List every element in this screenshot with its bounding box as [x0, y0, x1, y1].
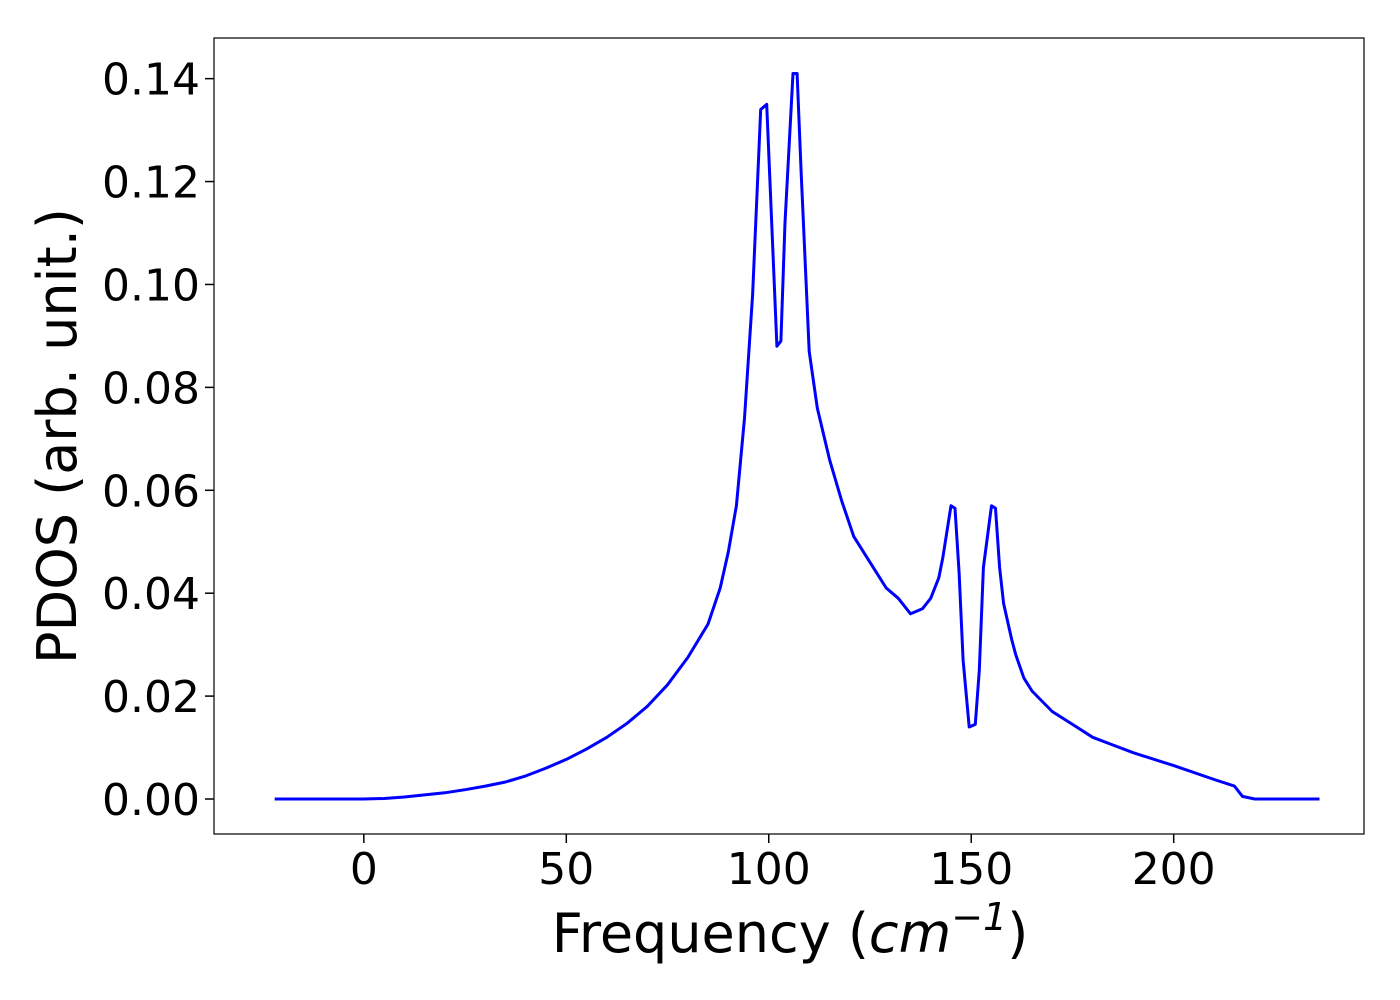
x-axis-title-unit-exponent: −1	[951, 895, 1007, 939]
x-axis-title-unit: cm	[869, 902, 951, 965]
series-line	[274, 72, 1320, 801]
y-tick-label: 0.12	[102, 158, 200, 209]
y-tick-label: 0.06	[102, 466, 200, 517]
y-tick-label: 0.00	[102, 775, 200, 826]
x-tick-label: 100	[727, 844, 811, 895]
x-tick-label: 0	[350, 844, 378, 895]
y-axis-title: PDOS (arb. unit.)	[26, 208, 89, 664]
plot-area	[213, 37, 1365, 835]
y-tick-label: 0.08	[102, 363, 200, 414]
y-axis: 0.00 0.02 0.04 0.06 0.08 0.10 0.12 0.14	[102, 55, 214, 826]
y-tick-label: 0.14	[102, 55, 200, 106]
y-tick-label: 0.10	[102, 260, 200, 311]
x-tick-label: 50	[538, 844, 594, 895]
x-axis-title: Frequency (cm−1)	[552, 895, 1029, 965]
plot-frame	[213, 37, 1365, 835]
x-axis-title-text: Frequency	[552, 902, 848, 965]
x-tick-label: 150	[929, 844, 1013, 895]
x-axis: 0 50 100 150 200	[350, 834, 1216, 895]
x-axis-title-open-paren: (	[848, 902, 869, 965]
x-tick-label: 200	[1132, 844, 1216, 895]
y-tick-label: 0.02	[102, 672, 200, 723]
x-axis-title-close-paren: )	[1007, 902, 1028, 965]
y-tick-label: 0.04	[102, 569, 200, 620]
